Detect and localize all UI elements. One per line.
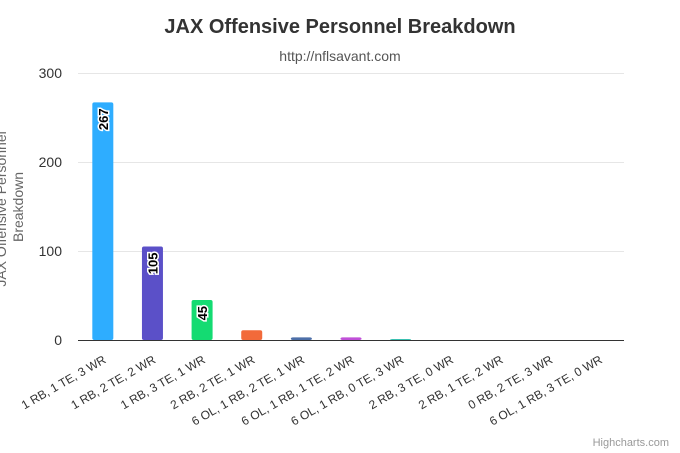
data-label: 267 (96, 108, 111, 130)
bars (92, 102, 412, 341)
chart-title: JAX Offensive Personnel Breakdown (164, 16, 515, 38)
data-label: 105 (145, 253, 160, 275)
data-labels: 267 105 45 (94, 107, 211, 322)
y-axis-ticks: 0 100 200 300 (39, 65, 63, 348)
y-tick-label: 100 (39, 243, 63, 259)
bar[interactable] (340, 337, 362, 340)
y-tick-label: 0 (54, 332, 62, 348)
credits-link[interactable]: Highcharts.com (593, 437, 669, 449)
y-axis-label-line-1: JAX Offensive Personnel (0, 131, 9, 286)
y-axis-label-line-2: Breakdown (10, 172, 26, 242)
data-label: 45 (195, 306, 210, 320)
y-axis-label: JAX Offensive Personnel Breakdown (0, 127, 26, 286)
bar[interactable] (191, 299, 213, 340)
y-tick-label: 200 (39, 154, 63, 170)
bar[interactable] (92, 102, 114, 341)
grid-lines (78, 73, 624, 252)
bar[interactable] (241, 330, 263, 340)
chart-subtitle: http://nflsavant.com (279, 48, 400, 64)
y-tick-label: 300 (39, 65, 63, 81)
bar[interactable] (290, 337, 312, 340)
bar[interactable] (390, 339, 412, 340)
bar[interactable] (141, 246, 163, 340)
